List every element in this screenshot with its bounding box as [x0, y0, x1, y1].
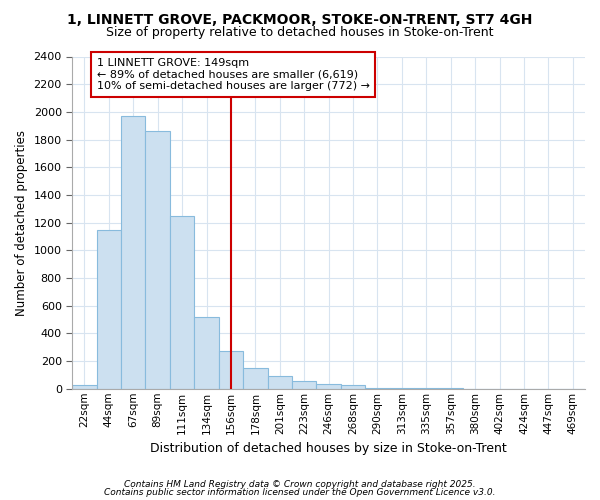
- Bar: [341, 386, 365, 389]
- Text: Contains public sector information licensed under the Open Government Licence v3: Contains public sector information licen…: [104, 488, 496, 497]
- Bar: [365, 388, 389, 389]
- Text: Contains HM Land Registry data © Crown copyright and database right 2025.: Contains HM Land Registry data © Crown c…: [124, 480, 476, 489]
- Bar: [292, 381, 316, 389]
- Bar: [316, 384, 341, 389]
- Text: Size of property relative to detached houses in Stoke-on-Trent: Size of property relative to detached ho…: [106, 26, 494, 39]
- Text: 1 LINNETT GROVE: 149sqm
← 89% of detached houses are smaller (6,619)
10% of semi: 1 LINNETT GROVE: 149sqm ← 89% of detache…: [97, 58, 370, 91]
- Bar: [121, 116, 145, 389]
- Bar: [145, 132, 170, 389]
- Bar: [170, 216, 194, 389]
- X-axis label: Distribution of detached houses by size in Stoke-on-Trent: Distribution of detached houses by size …: [150, 442, 507, 455]
- Bar: [219, 352, 243, 389]
- Bar: [72, 386, 97, 389]
- Bar: [97, 230, 121, 389]
- Bar: [243, 368, 268, 389]
- Bar: [194, 317, 219, 389]
- Y-axis label: Number of detached properties: Number of detached properties: [15, 130, 28, 316]
- Bar: [268, 376, 292, 389]
- Text: 1, LINNETT GROVE, PACKMOOR, STOKE-ON-TRENT, ST7 4GH: 1, LINNETT GROVE, PACKMOOR, STOKE-ON-TRE…: [67, 12, 533, 26]
